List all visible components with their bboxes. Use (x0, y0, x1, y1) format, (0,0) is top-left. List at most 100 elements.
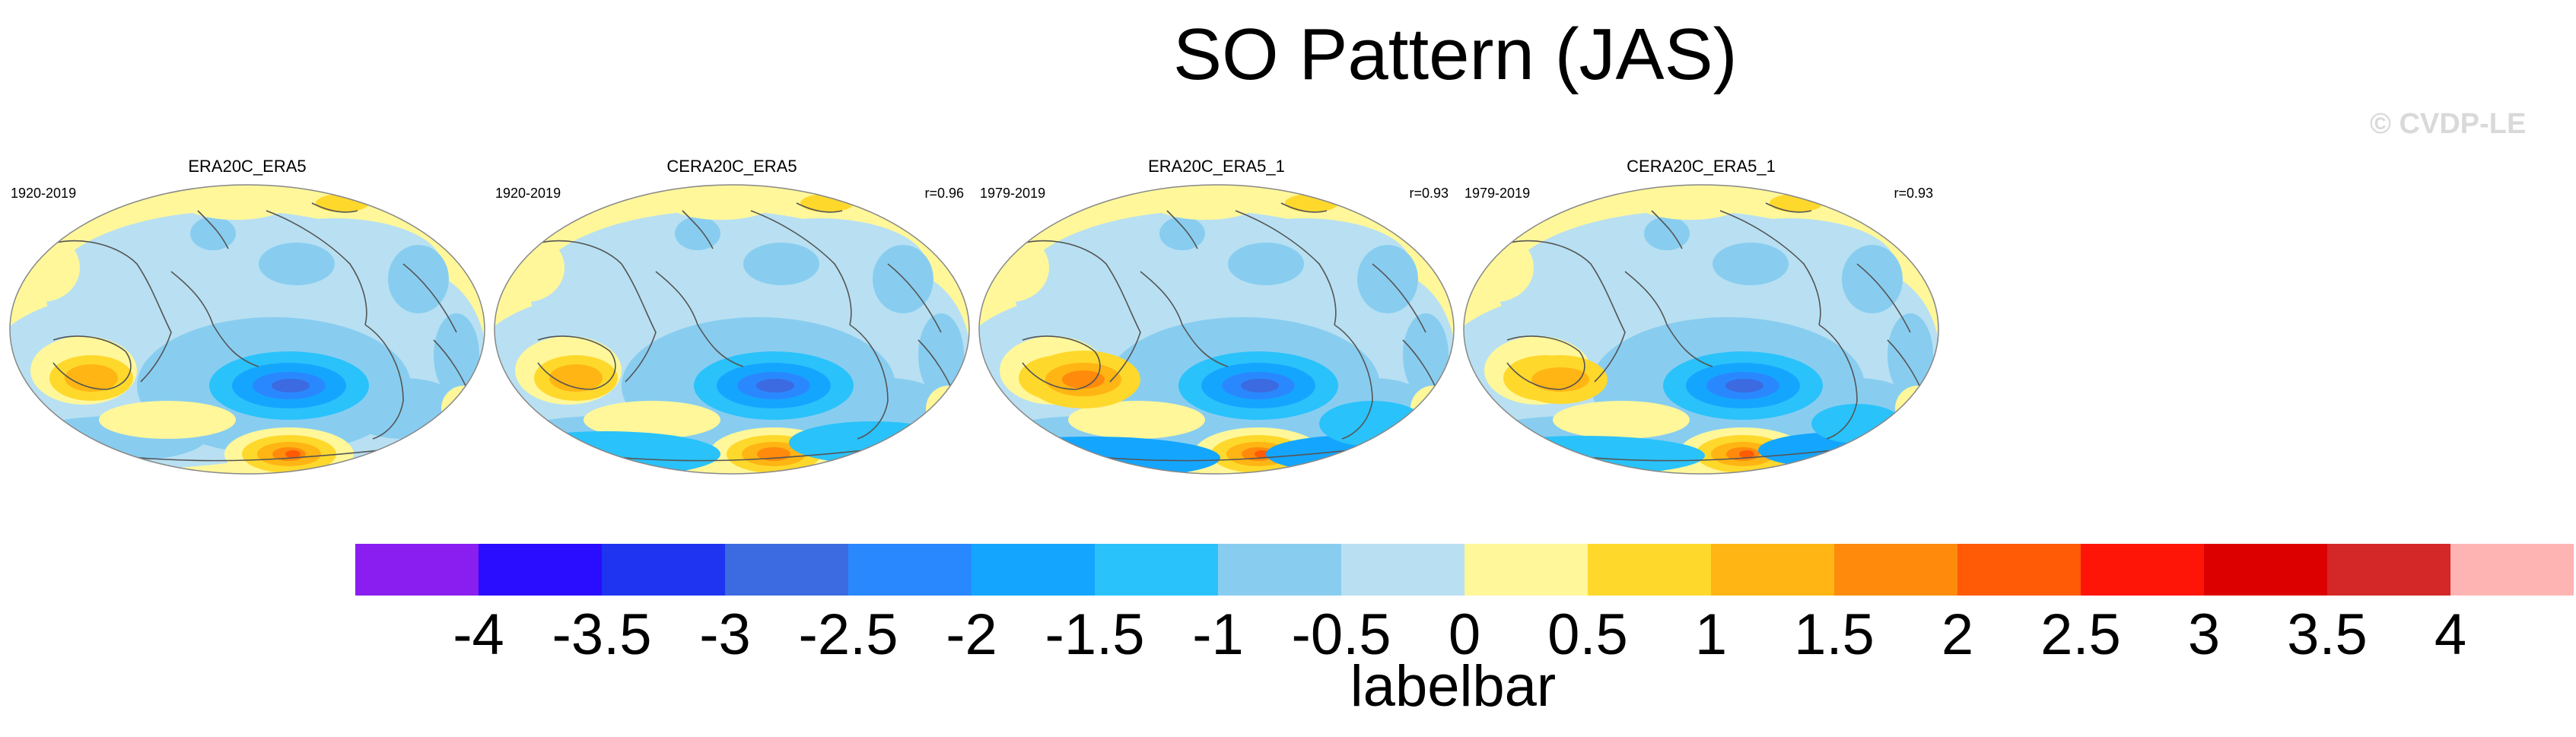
coastline (537, 335, 616, 390)
anomaly-contour (1811, 404, 1903, 443)
main-title: SO Pattern (JAS) (1173, 14, 1738, 95)
anomaly-contour (918, 313, 964, 397)
coastline (364, 324, 404, 440)
anomaly-contour (1068, 401, 1205, 439)
anomaly-contour (1713, 243, 1789, 285)
anomaly-contour (99, 401, 236, 439)
coastline (1334, 324, 1373, 440)
labelbar (355, 544, 2574, 596)
anomaly-contour (789, 421, 956, 464)
coastline (1818, 324, 1858, 440)
map-plot (494, 184, 970, 475)
anomaly-contour (1553, 401, 1690, 439)
map-panel: ERA20C_ERA5_1 1979-2019 r=0.93 (977, 156, 1456, 483)
anomaly-contour (1062, 370, 1105, 389)
anomaly-contour (1319, 401, 1426, 446)
anomaly-contour (183, 186, 289, 220)
labelbar-box (479, 544, 602, 596)
labelbar-box (725, 544, 848, 596)
coastline (1140, 271, 1229, 367)
coastline (1166, 210, 1198, 249)
panel-title: CERA20C_ERA5 (666, 157, 797, 176)
labelbar-tick-label: -3.5 (552, 602, 652, 667)
labelbar-tick-label: 1 (1694, 602, 1728, 667)
panel-years: 1979-2019 (1465, 186, 1531, 201)
labelbar-tick-label: -1.5 (1045, 602, 1145, 667)
anomaly-contour (441, 386, 485, 431)
coastline (887, 263, 942, 333)
coastline (1372, 263, 1426, 333)
panel-years: 1979-2019 (980, 186, 1046, 201)
labelbar-tick-label: -3 (699, 602, 751, 667)
coastline (52, 335, 132, 390)
anomaly-contour (549, 364, 603, 392)
panel-years: 1920-2019 (11, 186, 77, 201)
coastline (1624, 271, 1713, 367)
labelbar-box (1957, 544, 2081, 596)
labelbar-box (2327, 544, 2450, 596)
labelbar-tick-label: 2 (1941, 602, 1974, 667)
coastline (311, 202, 358, 213)
coastline (1022, 335, 1101, 390)
map-panel: CERA20C_ERA5_1 1979-2019 r=0.93 (1461, 156, 1941, 483)
labelbar-tick-label: 0 (1448, 602, 1481, 667)
map-border (9, 184, 485, 475)
anomaly-contour (1636, 186, 1743, 220)
labelbar-tick-label: 3 (2187, 602, 2221, 667)
map-panel: CERA20C_ERA5 1920-2019 r=0.96 (492, 156, 972, 483)
coastline (522, 240, 657, 383)
anomaly-contour (1255, 450, 1270, 458)
labelbar-box (355, 544, 479, 596)
labelbar-tick-label: 4 (2434, 602, 2467, 667)
labelbar-tick-label: -4 (453, 602, 504, 667)
coastline (1280, 202, 1328, 213)
map-panel: ERA20C_ERA5 1920-2019 (8, 156, 487, 483)
anomaly-contour (1403, 313, 1449, 397)
coastline (1506, 335, 1585, 390)
anomaly-contour (1228, 243, 1304, 285)
credit-watermark: © CVDP-LE (2370, 108, 2527, 140)
coastline (1235, 210, 1337, 326)
anomaly-contour (1531, 367, 1589, 392)
coastline (849, 324, 889, 440)
coastline (266, 210, 367, 326)
labelbar-box (1465, 544, 1588, 596)
map-plot (9, 184, 485, 475)
coastline (37, 240, 172, 383)
coastline (1719, 210, 1821, 326)
labelbar-tick-label: 3.5 (2287, 602, 2368, 667)
labelbar-tick-label: -1 (1192, 602, 1244, 667)
anomaly-contour (743, 243, 819, 285)
labelbar-box (1711, 544, 1834, 596)
map-border (978, 184, 1455, 475)
labelbar-box (848, 544, 972, 596)
labelbar-box (1834, 544, 1957, 596)
coastline (750, 210, 852, 326)
anomaly-contour (1887, 313, 1933, 397)
coastline (1491, 240, 1626, 383)
labelbar-box (602, 544, 725, 596)
anomaly-contour (1725, 379, 1763, 392)
anomaly-contour (1152, 186, 1258, 220)
labelbar-box (1218, 544, 1341, 596)
anomaly-contour (667, 186, 774, 220)
anomaly-contour (65, 364, 118, 392)
labelbar-tick-label: -0.5 (1291, 602, 1391, 667)
anomaly-contour (1895, 386, 1938, 431)
anomaly-contour (584, 401, 720, 439)
anomaly-contour (495, 431, 720, 474)
labelbar-tick-label: -2 (946, 602, 997, 667)
labelbar-tick-label: 1.5 (1794, 602, 1875, 667)
labelbar-box (972, 544, 1095, 596)
panel-correlation: r=0.96 (924, 186, 964, 201)
anomaly-contour (675, 217, 720, 250)
coastline (655, 271, 744, 367)
coastline (402, 263, 457, 333)
labelbar-box (2450, 544, 2574, 596)
anomaly-contour (259, 243, 335, 285)
coastline (1007, 240, 1141, 383)
coastline (682, 210, 714, 249)
anomaly-contour (756, 379, 794, 392)
coastline (1856, 263, 1911, 333)
labelbar-boxes (355, 544, 2574, 596)
